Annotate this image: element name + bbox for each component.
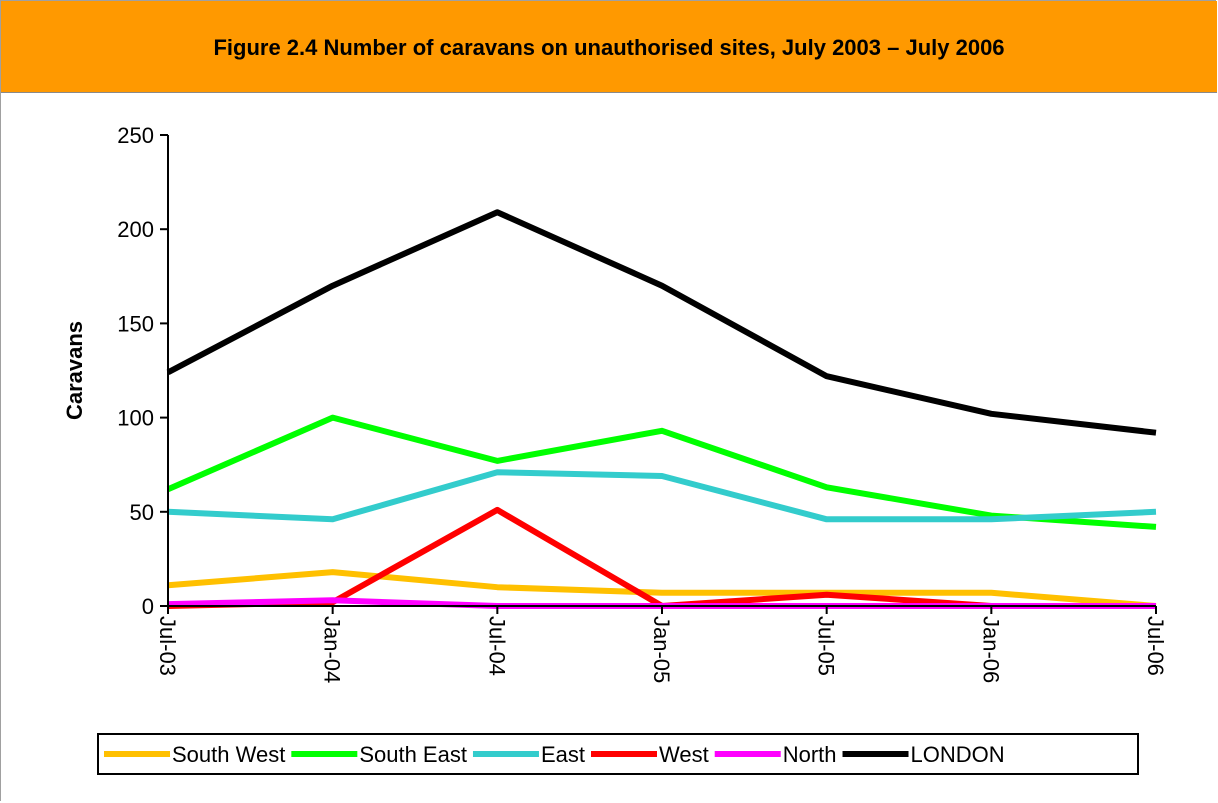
figure-title: Figure 2.4 Number of caravans on unautho… (213, 35, 1005, 60)
legend-label-east: East (541, 742, 585, 767)
series-line-south-west (167, 569, 1157, 609)
x-tick-label: Jul-03 (155, 616, 180, 676)
figure-header: Figure 2.4 Number of caravans on unautho… (1, 1, 1217, 93)
series-layer (166, 209, 1157, 609)
legend: South West South East East West North LONDON (97, 733, 1139, 775)
legend-label-west: West (659, 742, 709, 767)
legend-label-south-east: South East (359, 742, 467, 767)
series-line-london (166, 209, 1157, 436)
legend-label-london: LONDON (911, 742, 1005, 767)
y-tick-label: 150 (117, 311, 154, 336)
y-tick-label: 250 (117, 123, 154, 148)
series-line-east (167, 469, 1157, 523)
x-tick-label: Jan-06 (978, 616, 1003, 683)
x-tick-label: Jul-04 (484, 616, 509, 676)
axes-layer: 0 50 100 150 200 250 Jul-03 Jan-04 Jul-04 Jan-05 J… (62, 123, 1168, 683)
y-axis-title: Caravans (62, 321, 87, 420)
y-tick-label: 200 (117, 217, 154, 242)
series-line-south-east (166, 414, 1157, 530)
y-tick-label: 100 (117, 406, 154, 431)
legend-label-north: North (783, 742, 837, 767)
x-tick-label: Jan-05 (649, 616, 674, 683)
x-tick-label: Jul-05 (814, 616, 839, 676)
x-tick-label: Jan-04 (320, 616, 345, 683)
x-tick-label: Jul-06 (1143, 616, 1168, 676)
y-tick-label: 50 (130, 500, 154, 525)
y-tick-label: 0 (142, 594, 154, 619)
legend-label-south-west: South West (172, 742, 285, 767)
